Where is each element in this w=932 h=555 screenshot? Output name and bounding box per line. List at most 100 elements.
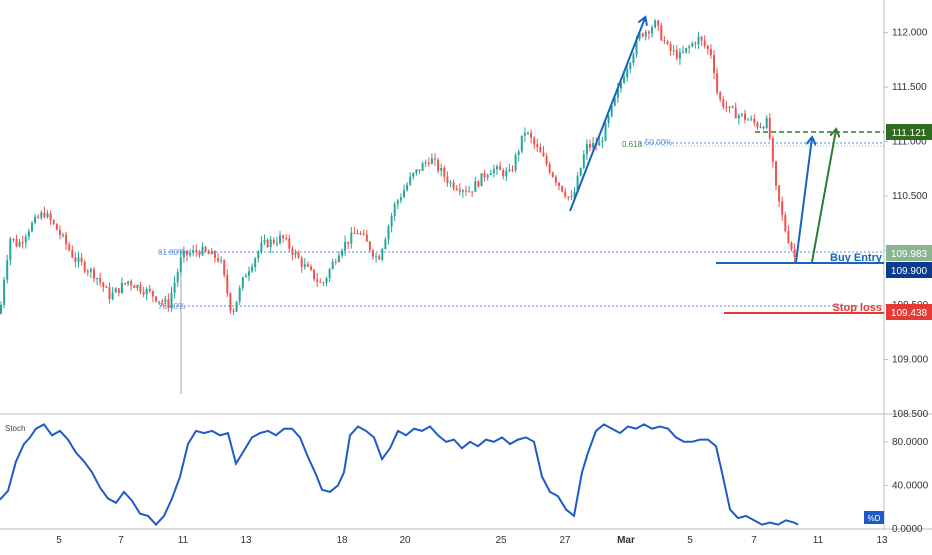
candle-body [6, 260, 9, 280]
candle-body [313, 269, 316, 280]
candle-body [654, 20, 657, 28]
candle-body [179, 257, 182, 272]
candle-body [15, 239, 18, 247]
candle-body [3, 279, 6, 305]
candle-body [443, 168, 446, 177]
candle-body [607, 116, 610, 124]
candle-body [297, 252, 300, 259]
candle-body [368, 241, 371, 251]
time-tick-label-8: Mar [617, 535, 635, 546]
candle-body [344, 241, 347, 251]
candle-body [359, 233, 362, 235]
candle-body [483, 173, 486, 178]
candle-body [771, 138, 774, 162]
buy-entry-tag [886, 262, 932, 278]
candle-body [530, 132, 533, 139]
candle-body [753, 118, 756, 123]
fib-50-label: 50.00% [645, 138, 672, 147]
candle-body [480, 173, 483, 187]
buy-entry-tag-text: 109.900 [891, 266, 928, 277]
candle-body [747, 119, 750, 121]
candle-body [465, 190, 467, 192]
candle-body [93, 269, 95, 279]
candle-body [601, 140, 604, 142]
candle-body [334, 261, 337, 263]
candle-body [393, 204, 396, 217]
candle-body [108, 287, 111, 299]
candle-body [306, 264, 309, 267]
candle-body [142, 291, 145, 295]
candle-body [437, 159, 440, 171]
candle-body [691, 43, 694, 47]
candle-body [263, 239, 266, 243]
candle-body [139, 284, 142, 292]
candle-body [651, 27, 653, 34]
candle-body [46, 213, 49, 218]
time-tick-label-6: 25 [495, 535, 507, 546]
take-profit-tag [886, 124, 932, 140]
candle-body [248, 271, 250, 276]
time-tick-label-12: 13 [876, 535, 888, 546]
candlestick-series [0, 19, 796, 316]
candle-body [285, 238, 288, 240]
candle-body [303, 264, 306, 267]
candle-body [700, 36, 703, 41]
candle-body [279, 235, 281, 243]
candle-body [275, 242, 278, 244]
candle-body [775, 161, 777, 186]
candle-body [765, 117, 768, 129]
candle-body [24, 236, 27, 243]
candle-body [387, 226, 390, 240]
candle-body [9, 238, 12, 261]
candle-body [204, 246, 207, 252]
candle-body [520, 135, 523, 152]
candle-body [567, 196, 570, 198]
candle-body [325, 278, 328, 283]
candle-body [734, 107, 737, 119]
candle-body [440, 168, 443, 171]
candle-body [362, 233, 365, 235]
candle-body [731, 106, 734, 108]
candle-body [635, 39, 638, 55]
candle-body [412, 172, 415, 177]
candle-body [89, 269, 92, 272]
time-tick-label-11: 11 [813, 535, 824, 546]
candle-body [722, 99, 725, 108]
candle-body [173, 282, 176, 293]
candle-body [709, 48, 712, 56]
candle-body [725, 107, 728, 109]
candle-body [545, 156, 548, 165]
candle-body [269, 239, 272, 248]
candle-body [244, 275, 247, 278]
candle-body [238, 288, 241, 302]
candle-body [192, 250, 195, 254]
price-tick-label-1: 111.500 [892, 82, 927, 93]
candle-body [626, 69, 629, 78]
candle-body [235, 301, 238, 312]
candle-body [148, 288, 151, 292]
time-tick-label-3: 13 [240, 535, 252, 546]
candle-body [514, 155, 517, 171]
candle-body [576, 175, 579, 192]
candle-body [787, 231, 790, 243]
candle-body [477, 181, 480, 187]
candle-body [542, 152, 545, 157]
candle-body [390, 216, 393, 227]
candle-body [381, 249, 384, 260]
candle-body [341, 250, 343, 256]
candle-body [71, 250, 74, 258]
candle-body [564, 191, 567, 197]
candle-body [189, 253, 192, 256]
candle-body [536, 144, 539, 148]
candle-body [65, 234, 68, 245]
candle-body [375, 256, 378, 258]
candle-body [793, 249, 796, 257]
candle-body [744, 113, 746, 120]
candle-body [468, 191, 471, 193]
candle-body [657, 20, 660, 26]
price-tick-label-6: 109.000 [892, 355, 929, 366]
candle-body [151, 291, 154, 297]
candle-body [105, 286, 108, 288]
candle-body [638, 33, 641, 40]
